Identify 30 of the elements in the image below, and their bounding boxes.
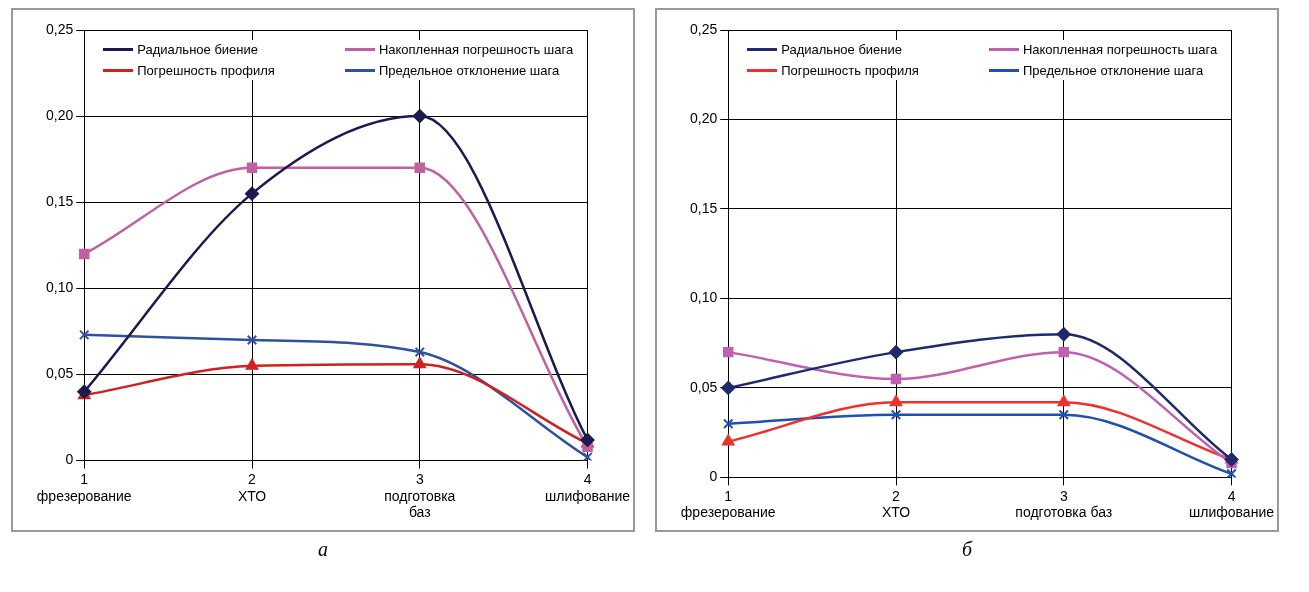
x-tick-label: 4 шлифование: [545, 470, 631, 504]
y-tick-label: 0,25: [690, 20, 718, 37]
legend-label: Радиальное биение: [137, 42, 258, 57]
x-tick-label: 1 фрезерование: [36, 470, 132, 504]
legend-label: Погрешность профиля: [781, 63, 919, 78]
y-tick-label: 0,05: [46, 365, 74, 382]
legend-label: Накопленная погрешность шага: [1022, 42, 1218, 57]
y-tick-label: 0,25: [46, 20, 74, 37]
y-tick-label: 0: [65, 451, 74, 468]
x-tick-label: 4 шлифование: [1189, 487, 1275, 521]
y-tick-label: 0: [709, 468, 718, 485]
y-tick-label: 0,10: [690, 289, 718, 306]
x-tick-label: 3 подготовка баз: [1015, 487, 1113, 521]
text: а: [318, 538, 328, 561]
y-tick-label: 0,05: [690, 378, 718, 395]
y-tick-label: 0,10: [46, 279, 74, 296]
y-tick-label: 0,15: [46, 193, 74, 210]
legend-label: Накопленная погрешность шага: [378, 42, 574, 57]
legend-label: Предельное отклонение шага: [1022, 63, 1204, 78]
legend-label: Радиальное биение: [781, 42, 902, 57]
text: б: [961, 538, 973, 561]
y-tick-label: 0,20: [46, 106, 74, 123]
x-tick-label: 2 ХТО: [881, 487, 911, 521]
legend-label: Погрешность профиля: [137, 63, 275, 78]
y-tick-label: 0,20: [690, 110, 718, 127]
y-tick-label: 0,15: [690, 199, 718, 216]
x-tick-label: 1 фрезерование: [680, 487, 776, 521]
x-tick-label: 3 подготовка баз: [384, 470, 456, 521]
legend-label: Предельное отклонение шага: [378, 63, 560, 78]
x-tick-label: 2 ХТО: [237, 470, 267, 504]
